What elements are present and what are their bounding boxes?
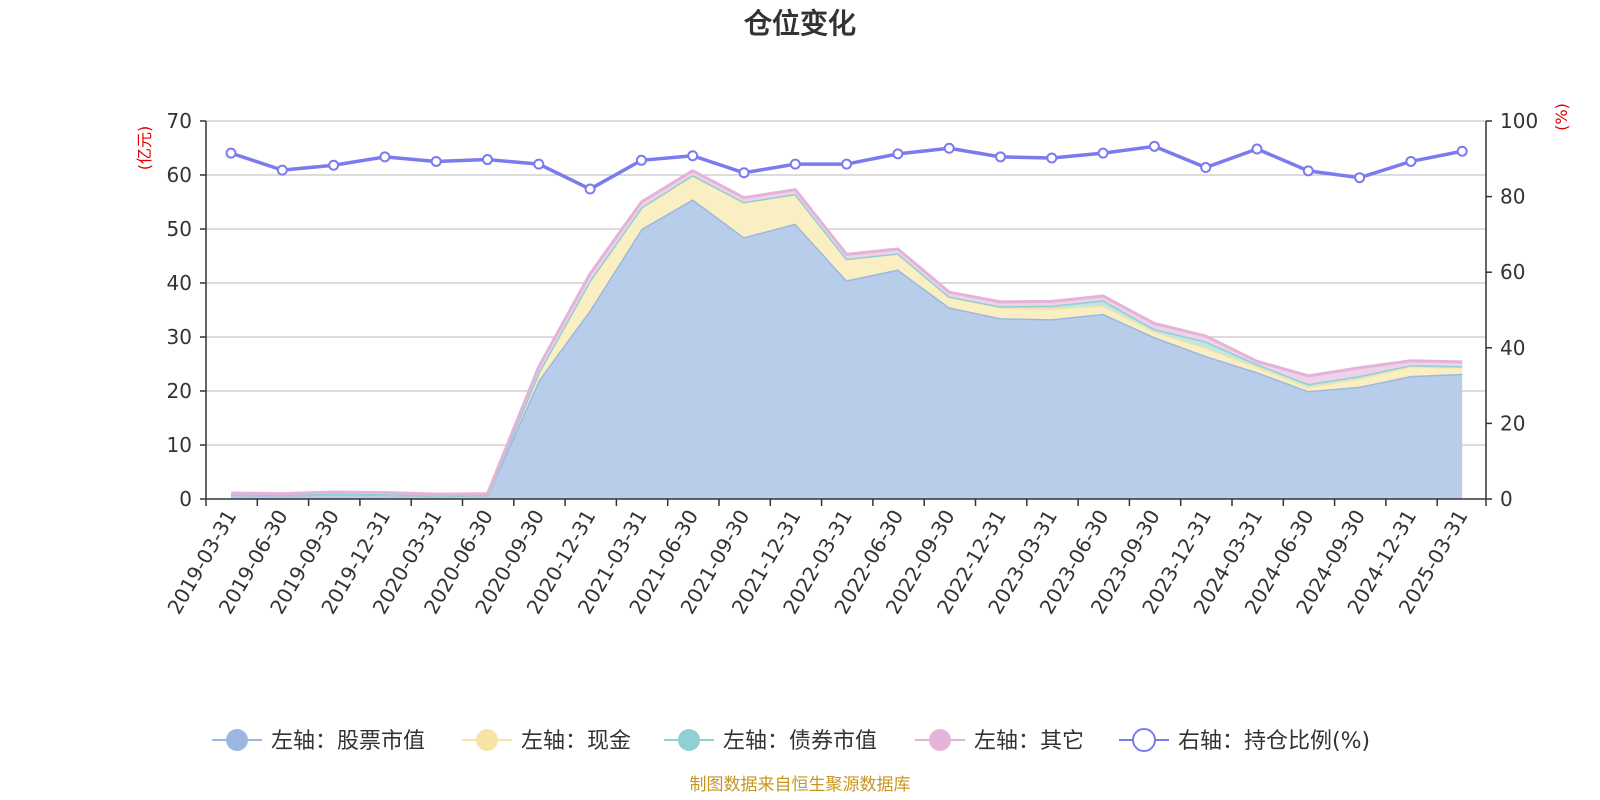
legend-item: 左轴：股票市值 xyxy=(212,729,425,754)
ratio-point-2022-09-30 xyxy=(943,142,955,154)
ratio-point-2020-09-30 xyxy=(533,158,545,170)
legend-item: 右轴：持仓比例(%) xyxy=(1119,728,1370,754)
ratio-point-2024-03-31 xyxy=(1251,143,1263,155)
left-tick-label: 40 xyxy=(167,271,192,295)
ratio-point-2022-12-31 xyxy=(995,151,1006,163)
left-tick-label: 60 xyxy=(167,163,192,187)
ratio-point-2019-03-31 xyxy=(225,147,237,159)
legend-label: 左轴：债券市值 xyxy=(723,729,877,754)
ratio-point-2019-12-31 xyxy=(379,151,391,163)
left-tick-label: 0 xyxy=(179,487,192,511)
stacked-areas xyxy=(230,169,1463,500)
ratio-point-2021-03-31 xyxy=(635,154,647,166)
legend-item: 左轴：其它 xyxy=(915,729,1084,754)
ratio-point-2022-03-31 xyxy=(841,158,853,170)
ratio-point-2024-09-30 xyxy=(1354,172,1366,184)
ratio-point-2024-12-31 xyxy=(1405,155,1417,167)
ratio-point-2023-12-31 xyxy=(1200,161,1212,173)
ratio-line-series xyxy=(225,140,1468,195)
legend-label: 右轴：持仓比例(%) xyxy=(1178,729,1370,754)
ratio-point-2020-03-31 xyxy=(430,155,442,167)
right-tick-label: 60 xyxy=(1500,260,1525,284)
right-tick-label: 100 xyxy=(1500,109,1538,133)
legend-swatch-marker xyxy=(476,729,498,751)
left-tick-label: 10 xyxy=(167,433,192,457)
ratio-point-2020-12-31 xyxy=(584,183,596,195)
right-axis-unit: (%) xyxy=(1552,103,1571,131)
legend-item: 左轴：现金 xyxy=(462,729,631,754)
legend-label: 左轴：现金 xyxy=(521,729,631,754)
left-tick-label: 20 xyxy=(167,379,192,403)
ratio-point-2021-12-31 xyxy=(789,158,801,170)
ratio-point-2023-09-30 xyxy=(1148,140,1160,152)
ratio-point-2020-06-30 xyxy=(482,154,493,166)
right-tick-label: 40 xyxy=(1500,336,1525,360)
ratio-point-2024-06-30 xyxy=(1302,165,1314,177)
legend-label: 左轴：股票市值 xyxy=(271,729,425,754)
legend-label: 左轴：其它 xyxy=(974,729,1084,754)
legend: 左轴：股票市值 左轴：现金 左轴：债券市值 左轴：其它 右轴：持仓比例(%) xyxy=(212,728,1370,754)
source-note: 制图数据来自恒生聚源数据库 xyxy=(690,775,911,795)
left-tick-label: 30 xyxy=(167,325,192,349)
ratio-point-2025-03-31 xyxy=(1456,145,1468,157)
legend-swatch-marker xyxy=(1132,728,1156,752)
ratio-point-2019-09-30 xyxy=(328,159,340,171)
right-tick-label: 20 xyxy=(1500,411,1525,435)
chart-title: 仓位变化 xyxy=(744,7,856,40)
left-tick-label: 50 xyxy=(167,217,192,241)
right-tick-label: 80 xyxy=(1500,185,1525,209)
legend-swatch-marker xyxy=(678,729,700,751)
area-左轴：股票市值 xyxy=(231,199,1463,500)
ratio-point-2022-06-30 xyxy=(892,148,904,160)
right-tick-label: 0 xyxy=(1500,487,1513,511)
left-tick-label: 70 xyxy=(167,109,192,133)
legend-swatch-marker xyxy=(929,729,951,751)
left-axis-unit: (亿元) xyxy=(135,126,154,171)
ratio-point-2021-09-30 xyxy=(738,167,750,179)
area-edge-左轴：其它 xyxy=(230,169,1463,496)
ratio-point-2019-06-30 xyxy=(276,164,288,176)
ratio-point-2021-06-30 xyxy=(687,150,699,162)
ratio-point-2023-03-31 xyxy=(1046,152,1058,164)
legend-swatch-marker xyxy=(226,729,248,751)
legend-item: 左轴：债券市值 xyxy=(664,729,877,754)
ratio-point-2023-06-30 xyxy=(1097,147,1109,159)
